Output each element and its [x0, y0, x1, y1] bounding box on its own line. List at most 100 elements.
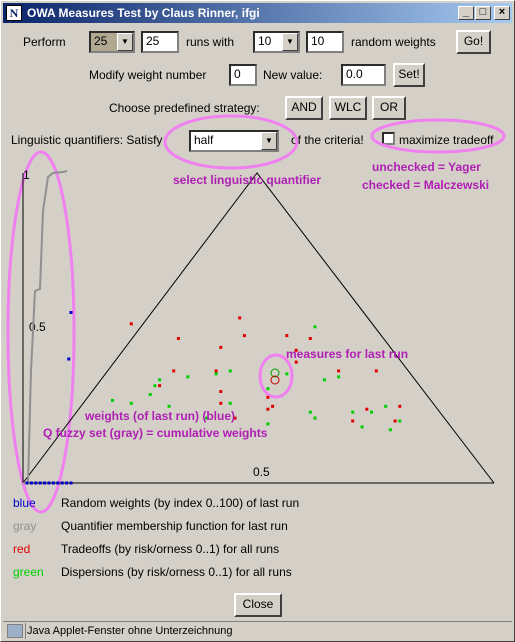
status-text: Java Applet-Fenster ohne Unterzeichnung: [27, 625, 233, 637]
set-button[interactable]: Set!: [393, 63, 425, 87]
red-point: [158, 384, 162, 388]
wlc-button[interactable]: WLC: [329, 96, 367, 120]
green-point: [167, 404, 171, 408]
green-point: [370, 410, 373, 414]
strategy-label: Choose predefined strategy:: [109, 101, 260, 115]
legend-key-gray: gray: [13, 519, 37, 533]
runs-input[interactable]: 25: [141, 31, 179, 53]
status-divider: [25, 623, 26, 639]
modify-weight-label: Modify weight number: [89, 68, 207, 82]
blue-point: [56, 481, 60, 485]
blue-point: [38, 481, 42, 485]
red-point: [374, 369, 378, 373]
red-point: [337, 369, 341, 373]
runs-select-value: 25: [94, 34, 108, 48]
blue-point: [67, 357, 71, 361]
blue-point: [29, 481, 33, 485]
green-point: [322, 378, 326, 382]
blue-point: [69, 311, 73, 314]
green-point: [158, 378, 162, 382]
quantifier-select-value: half: [194, 133, 214, 147]
red-point: [242, 334, 246, 338]
green-point: [398, 419, 402, 423]
criteria-label: of the criteria!: [291, 133, 364, 147]
red-point: [214, 369, 218, 373]
legend-text-gray: Quantifier membership function for last …: [61, 519, 288, 533]
red-point: [294, 360, 298, 364]
red-point: [294, 348, 298, 352]
close-button[interactable]: Close: [234, 593, 282, 617]
perform-label: Perform: [23, 35, 66, 49]
red-point: [365, 407, 369, 411]
maximize-tradeoff-label[interactable]: maximize tradeoff: [399, 133, 494, 147]
blue-point: [47, 481, 51, 485]
maximize-button[interactable]: □: [475, 6, 491, 20]
legend-text-blue: Random weights (by index 0..100) of last…: [61, 496, 300, 510]
new-value-input[interactable]: 0.0: [341, 64, 386, 86]
red-point: [233, 416, 237, 420]
measures-highlight-ellipse: [258, 353, 294, 399]
red-point: [219, 390, 223, 393]
title-bar[interactable]: N OWA Measures Test by Claus Rinner, ifg…: [3, 3, 512, 23]
last-run-tradeoff-marker: [270, 375, 280, 385]
legend-text-red: Tradeoffs (by risk/orness 0..1) for all …: [61, 542, 280, 556]
measures-annotation: measures for last run: [286, 347, 409, 361]
red-point: [129, 322, 133, 326]
chevron-down-icon[interactable]: ▼: [261, 132, 277, 150]
green-point: [153, 384, 157, 388]
triangle-outline: [22, 172, 495, 484]
red-point: [285, 334, 289, 338]
red-point: [219, 401, 223, 405]
red-point: [176, 337, 180, 340]
close-window-button[interactable]: ×: [494, 6, 510, 20]
quantifier-select[interactable]: half ▼: [189, 130, 279, 152]
runs-select[interactable]: 25 ▼: [89, 31, 135, 53]
quantifier-membership-line: [23, 170, 68, 484]
points-layer: [25, 311, 402, 485]
green-point: [214, 372, 218, 376]
legend-key-blue: blue: [13, 496, 36, 510]
last-run-dispersion-marker: [270, 368, 280, 378]
status-bar: Java Applet-Fenster ohne Unterzeichnung: [3, 621, 512, 640]
red-point: [271, 404, 275, 408]
minimize-button[interactable]: _: [458, 6, 474, 20]
maximize-tradeoff-checkbox[interactable]: [382, 132, 395, 145]
quantifier-highlight-ellipse: [163, 114, 299, 170]
green-point: [228, 401, 232, 405]
applet-icon: N: [6, 5, 22, 21]
green-point: [148, 393, 152, 396]
y-tick-half: 0.5: [29, 320, 46, 334]
green-point: [351, 410, 355, 414]
tradeoff-highlight-ellipse: [370, 118, 506, 154]
green-point: [266, 422, 270, 426]
green-point: [205, 416, 209, 420]
unchecked-annotation: unchecked = Yager: [372, 160, 481, 174]
legend-key-red: red: [13, 542, 31, 556]
weights-input[interactable]: 10: [306, 31, 344, 53]
green-point: [266, 387, 270, 391]
and-button[interactable]: AND: [285, 96, 323, 120]
blue-point: [25, 481, 29, 485]
weight-number-input[interactable]: 0: [229, 64, 257, 86]
red-point: [266, 407, 270, 411]
green-point: [388, 428, 392, 432]
random-weights-label: random weights: [351, 35, 436, 49]
red-point: [351, 419, 355, 423]
go-button[interactable]: Go!: [456, 30, 491, 54]
weights-highlight-ellipse: [6, 150, 76, 514]
x-tick-half: 0.5: [253, 465, 270, 479]
runs-with-label: runs with: [186, 35, 235, 49]
weights-select[interactable]: 10 ▼: [253, 31, 300, 53]
blue-point: [65, 481, 69, 485]
blue-point: [34, 481, 38, 485]
weights-select-value: 10: [258, 34, 272, 48]
chevron-down-icon[interactable]: ▼: [282, 33, 298, 51]
red-point: [172, 369, 176, 373]
java-applet-icon: [7, 624, 23, 638]
green-point: [313, 325, 317, 329]
chevron-down-icon[interactable]: ▼: [117, 33, 133, 51]
legend-key-green: green: [13, 565, 44, 579]
or-button[interactable]: OR: [372, 96, 406, 120]
